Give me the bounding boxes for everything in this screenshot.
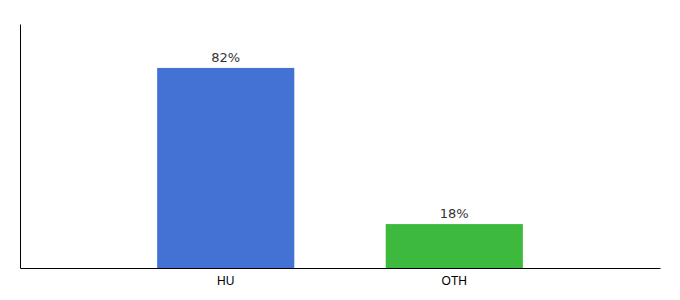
data-labels: 82% 18% <box>211 50 468 221</box>
bar <box>157 68 294 268</box>
y-axis-line <box>20 25 21 269</box>
bars <box>157 68 523 268</box>
data-label: 18% <box>440 206 469 221</box>
x-axis-line <box>21 268 661 269</box>
x-tick-label: HU <box>217 274 234 288</box>
data-label: 82% <box>211 50 240 65</box>
bar <box>386 224 523 268</box>
x-tick: HU <box>217 268 234 288</box>
plot-area: HU OTH 82% 18% <box>21 25 661 288</box>
x-tick-label: OTH <box>442 274 467 288</box>
x-tick: OTH <box>442 268 467 288</box>
x-axis: HU OTH <box>21 268 661 288</box>
y-axis <box>20 25 21 269</box>
chart-svg: HU OTH 82% 18% <box>0 0 680 300</box>
chart-container: HU OTH 82% 18% <box>0 0 680 300</box>
